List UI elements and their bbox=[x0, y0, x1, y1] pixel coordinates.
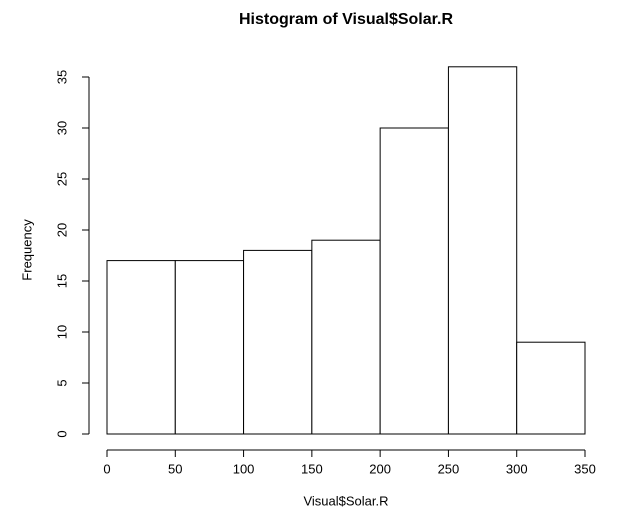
x-tick-label: 100 bbox=[233, 461, 255, 476]
x-tick-label: 250 bbox=[438, 461, 460, 476]
y-tick-label: 20 bbox=[54, 223, 69, 237]
y-axis-label: Frequency bbox=[19, 219, 34, 281]
y-tick-label: 25 bbox=[54, 172, 69, 186]
bar bbox=[243, 249, 313, 435]
x-tick-label: 200 bbox=[369, 461, 391, 476]
y-tick-label: 15 bbox=[54, 274, 69, 288]
bar bbox=[174, 260, 245, 435]
chart-title: Histogram of Visual$Solar.R bbox=[239, 11, 453, 28]
x-tick-label: 350 bbox=[574, 461, 596, 476]
bar bbox=[106, 260, 176, 435]
bar bbox=[447, 66, 518, 435]
x-tick-label: 50 bbox=[168, 461, 182, 476]
y-tick-label: 30 bbox=[54, 121, 69, 135]
x-tick-label: 150 bbox=[301, 461, 323, 476]
x-axis-label: Visual$Solar.R bbox=[303, 493, 388, 508]
y-tick-label: 10 bbox=[54, 325, 69, 339]
bar bbox=[516, 341, 586, 435]
y-tick-label: 5 bbox=[54, 379, 69, 386]
x-tick-label: 300 bbox=[506, 461, 528, 476]
bar bbox=[379, 127, 449, 435]
y-tick-label: 0 bbox=[54, 430, 69, 437]
bar bbox=[311, 239, 381, 435]
x-tick-label: 0 bbox=[103, 461, 110, 476]
y-tick-label: 35 bbox=[54, 70, 69, 84]
